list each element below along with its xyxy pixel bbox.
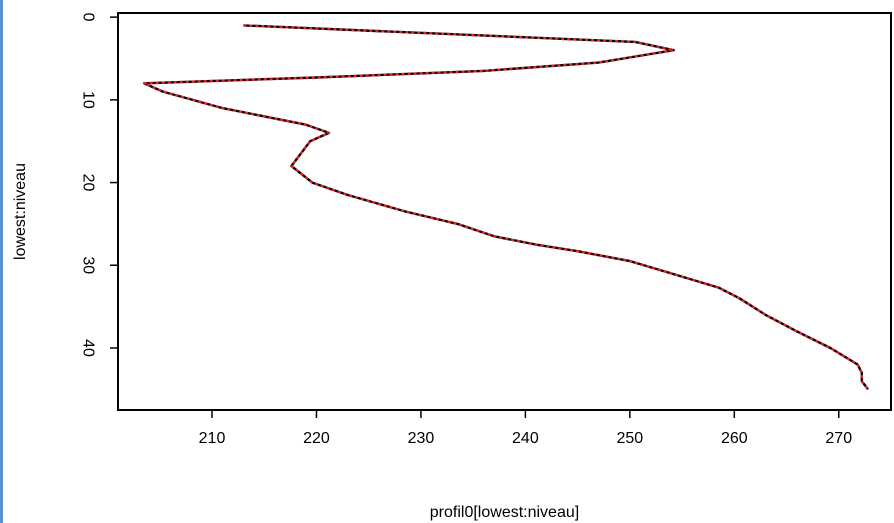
- x-tick-label: 270: [825, 430, 852, 447]
- window-edge-accent: [0, 0, 3, 523]
- x-tick-label: 220: [303, 430, 330, 447]
- x-tick-label: 240: [512, 430, 539, 447]
- y-axis-label: lowest:niveau: [12, 163, 29, 260]
- y-tick-label: 20: [79, 174, 96, 192]
- series-line-2: [142, 24, 869, 391]
- y-tick-label: 30: [79, 256, 96, 274]
- x-tick-label: 260: [721, 430, 748, 447]
- x-tick-label: 230: [408, 430, 435, 447]
- y-tick-label: 10: [79, 91, 96, 109]
- plot-frame: [117, 12, 892, 411]
- y-tick-label: 40: [79, 339, 96, 357]
- x-tick-label: 210: [199, 430, 226, 447]
- y-tick-label: 0: [79, 13, 96, 22]
- series-group: [142, 24, 869, 391]
- y-axis: 0 10 20 30 40: [79, 13, 118, 357]
- x-axis-label: profil0[lowest:niveau]: [430, 504, 579, 521]
- x-axis: 210 220 230 240 250 260 270: [199, 410, 852, 447]
- x-tick-label: 250: [616, 430, 643, 447]
